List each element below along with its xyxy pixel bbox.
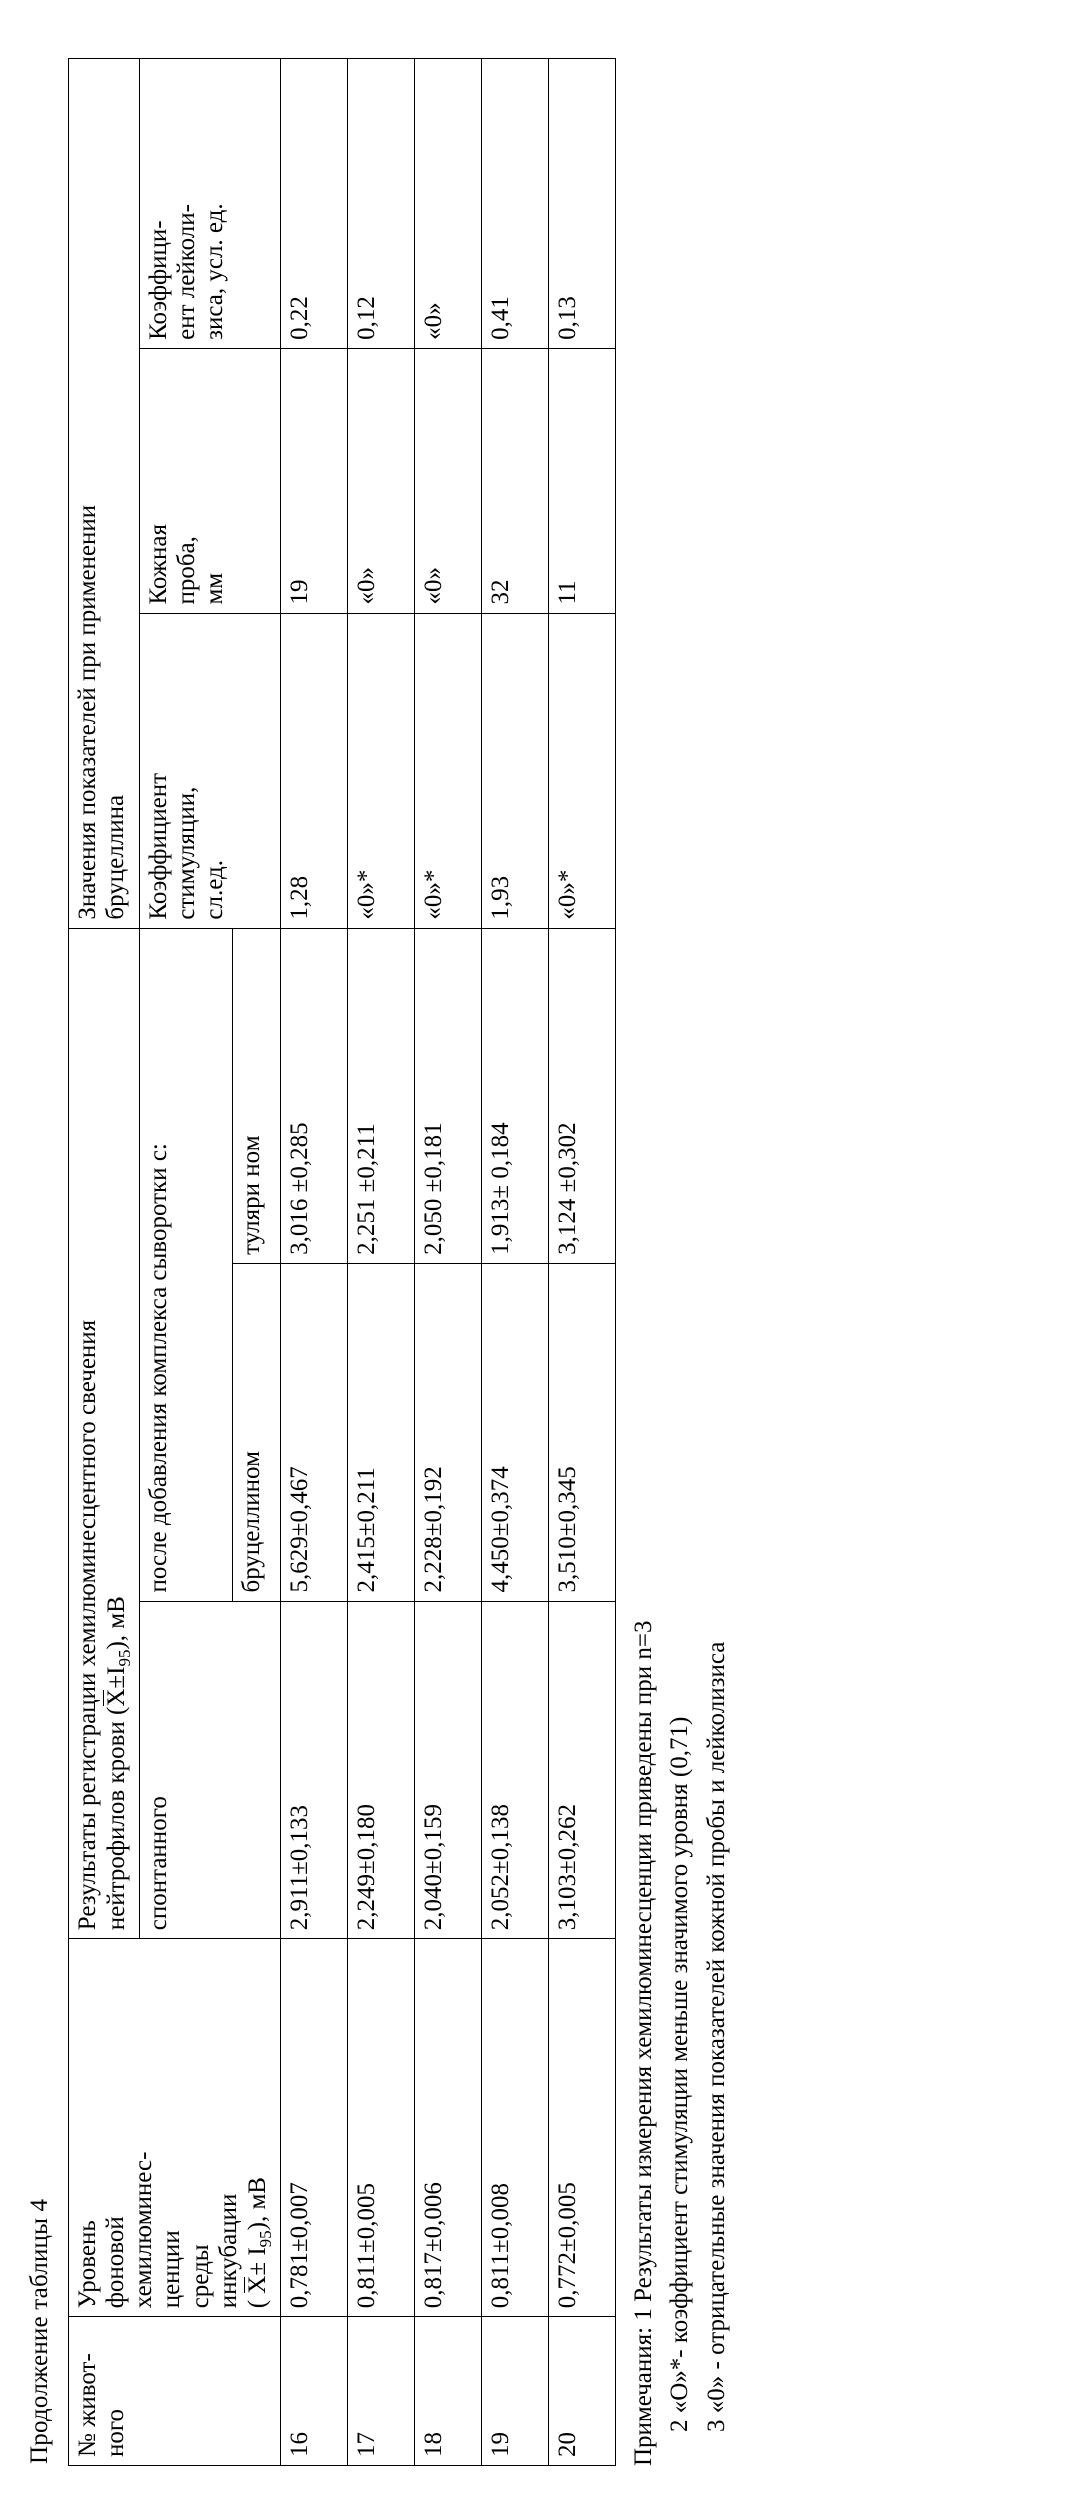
cell-stimulation-coefficient: «0»* [549, 613, 616, 928]
col-header-background-chemilum: Уровень фоновой хемилюминес- ценции сред… [68, 1939, 281, 2317]
cell-tularin: 1,913± 0,184 [482, 928, 549, 1263]
page-content: Продолжение таблицы 4 № живот-ного Урове… [0, 0, 1086, 2500]
cell-animal-no: 16 [281, 2317, 348, 2466]
cell-background-chemilum: 0,811±0,005 [348, 1939, 415, 2317]
col-header-animal-no: № живот-ного [68, 2317, 281, 2466]
col-header-spontaneous: спонтанного [139, 1601, 280, 1939]
col-header-brucellin: бруцеллином [233, 1263, 281, 1601]
table-row: 180,817±0,0062,040±0,1592,228±0,1922,050… [415, 59, 482, 2466]
cell-brucellin: 4,450±0,374 [482, 1263, 549, 1601]
results-table: № живот-ного Уровень фоновой хемилюминес… [68, 58, 617, 2466]
cell-spontaneous: 3,103±0,262 [549, 1601, 616, 1939]
note-line-1: Примечания: 1 Результаты измерения хемил… [626, 30, 662, 2466]
header-row-groups: № живот-ного Уровень фоновой хемилюминес… [68, 59, 139, 2466]
cell-spontaneous: 2,040±0,159 [415, 1601, 482, 1939]
cell-stimulation-coefficient: «0»* [348, 613, 415, 928]
cell-animal-no: 18 [415, 2317, 482, 2466]
col-header-tularin: туляри ном [233, 928, 281, 1263]
cell-skin-test: 32 [482, 348, 549, 613]
cell-spontaneous: 2,911±0,133 [281, 1601, 348, 1939]
note-line-3: 3 «0» - отрицательные значения показател… [699, 30, 735, 2466]
table-row: 190,811±0,0082,052±0,1384,450±0,3741,913… [482, 59, 549, 2466]
table-notes: Примечания: 1 Результаты измерения хемил… [626, 30, 735, 2466]
table-header: № живот-ного Уровень фоновой хемилюминес… [68, 59, 281, 2466]
note-line-2: 2 «О»*- коэффициент стимуляции меньше зн… [662, 30, 698, 2466]
cell-brucellin: 2,228±0,192 [415, 1263, 482, 1601]
cell-tularin: 3,016 ±0,285 [281, 928, 348, 1263]
cell-leukolysis-coefficient: «0» [415, 59, 482, 349]
cell-skin-test: 11 [549, 348, 616, 613]
table-body: 160,781±0,0072,911±0,1335,629±0,4673,016… [281, 59, 616, 2466]
cell-tularin: 3,124 ±0,302 [549, 928, 616, 1263]
col-header-leukolysis-coefficient: Коэффици- ент лейколи- зиса, усл. ед. [139, 59, 280, 349]
table-row: 160,781±0,0072,911±0,1335,629±0,4673,016… [281, 59, 348, 2466]
cell-animal-no: 20 [549, 2317, 616, 2466]
mean-ci-notation-chemilum: нейтрофилов крови (X±I95), мВ [102, 937, 134, 1931]
group-header-serum-complex: после добавления комплекса сыворотки с: [139, 928, 232, 1601]
cell-stimulation-coefficient: 1,93 [482, 613, 549, 928]
cell-skin-test: «0» [348, 348, 415, 613]
table-row: 200,772±0,0053,103±0,2623,510±0,3453,124… [549, 59, 616, 2466]
cell-leukolysis-coefficient: 0,41 [482, 59, 549, 349]
cell-background-chemilum: 0,772±0,005 [549, 1939, 616, 2317]
cell-skin-test: «0» [415, 348, 482, 613]
cell-spontaneous: 2,052±0,138 [482, 1601, 549, 1939]
cell-animal-no: 17 [348, 2317, 415, 2466]
cell-brucellin: 3,510±0,345 [549, 1263, 616, 1601]
cell-background-chemilum: 0,781±0,007 [281, 1939, 348, 2317]
cell-brucellin: 2,415±0,211 [348, 1263, 415, 1601]
cell-background-chemilum: 0,811±0,008 [482, 1939, 549, 2317]
cell-stimulation-coefficient: 1,28 [281, 613, 348, 928]
cell-stimulation-coefficient: «0»* [415, 613, 482, 928]
rotated-page-stage: Продолжение таблицы 4 № живот-ного Урове… [0, 0, 1086, 2500]
col-header-stimulation-coefficient: Коэффициент стимуляции, сл.ед. [139, 613, 280, 928]
cell-leukolysis-coefficient: 0,22 [281, 59, 348, 349]
cell-skin-test: 19 [281, 348, 348, 613]
page-title: Продолжение таблицы 4 [26, 30, 54, 2464]
cell-spontaneous: 2,249±0,180 [348, 1601, 415, 1939]
cell-animal-no: 19 [482, 2317, 549, 2466]
cell-tularin: 2,251 ±0,211 [348, 928, 415, 1263]
group-header-chemiluminescence: Результаты регистрации хемилюминесцентно… [68, 928, 139, 1939]
cell-leukolysis-coefficient: 0,13 [549, 59, 616, 349]
mean-ci-notation-background: ( X± I95), мВ [243, 1947, 275, 2308]
table-row: 170,811±0,0052,249±0,1802,415±0,2112,251… [348, 59, 415, 2466]
cell-leukolysis-coefficient: 0,12 [348, 59, 415, 349]
cell-background-chemilum: 0,817±0,006 [415, 1939, 482, 2317]
cell-tularin: 2,050 ±0,181 [415, 928, 482, 1263]
cell-brucellin: 5,629±0,467 [281, 1263, 348, 1601]
col-header-skin-test: Кожная проба, мм [139, 348, 280, 613]
group-header-indicators: Значения показателей при применении бруц… [68, 59, 139, 929]
